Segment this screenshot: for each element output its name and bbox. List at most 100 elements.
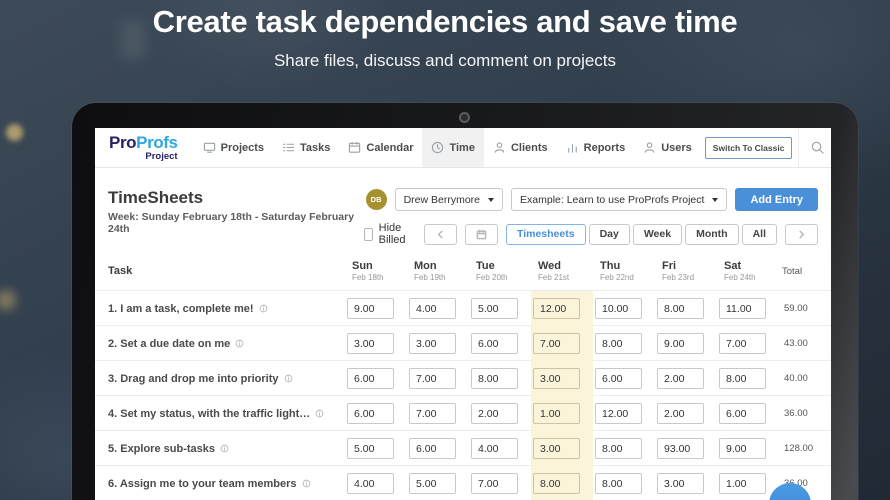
calendar-picker-button[interactable]	[465, 224, 498, 245]
day-name: Mon	[414, 260, 469, 273]
hours-cell-fri	[655, 466, 717, 500]
hours-cell-tue	[469, 431, 531, 466]
selected-user-avatar: DB	[366, 189, 387, 210]
task-name-cell: 2. Set a due date on me	[108, 338, 345, 350]
hours-input[interactable]	[657, 438, 704, 459]
view-controls-row: Hide Billed TimesheetsDayWeekMonthAll	[364, 222, 818, 246]
search-icon	[810, 140, 825, 155]
view-button-all[interactable]: All	[742, 224, 777, 245]
hours-input[interactable]	[347, 438, 394, 459]
total-column-header: Total	[779, 266, 818, 277]
task-name-cell: 4. Set my status, with the traffic light…	[108, 408, 345, 420]
hours-input[interactable]	[533, 298, 580, 319]
timesheets-controls: DB Drew Berrymore Example: Learn to use …	[364, 188, 818, 246]
hours-input[interactable]	[719, 298, 766, 319]
day-name: Wed	[538, 260, 593, 273]
hours-input[interactable]	[409, 333, 456, 354]
hours-input[interactable]	[471, 438, 518, 459]
hours-input[interactable]	[471, 298, 518, 319]
switch-to-classic-button[interactable]: Switch To Classic	[705, 137, 793, 159]
hours-cell-tue	[469, 291, 531, 326]
view-button-day[interactable]: Day	[589, 224, 630, 245]
hours-input[interactable]	[533, 473, 580, 494]
hours-cell-sun	[345, 431, 407, 466]
day-name: Tue	[476, 260, 531, 273]
proprofs-logo[interactable]: ProProfs Project	[95, 128, 188, 167]
hours-input[interactable]	[533, 438, 580, 459]
day-column-header-thu: ThuFeb 22nd	[593, 260, 655, 282]
hours-cell-sun	[345, 291, 407, 326]
logo-product-name: Project	[109, 152, 178, 162]
search-button[interactable]	[798, 128, 831, 167]
project-select[interactable]: Example: Learn to use ProProfs Project	[511, 188, 727, 211]
hours-input[interactable]	[347, 403, 394, 424]
hours-input[interactable]	[471, 473, 518, 494]
hours-input[interactable]	[595, 438, 642, 459]
hours-input[interactable]	[657, 333, 704, 354]
table-body: 1. I am a task, complete me!59.002. Set …	[95, 290, 831, 500]
hours-input[interactable]	[595, 473, 642, 494]
hours-input[interactable]	[595, 403, 642, 424]
view-button-week[interactable]: Week	[633, 224, 682, 245]
view-button-timesheets[interactable]: Timesheets	[506, 224, 586, 245]
hours-input[interactable]	[347, 368, 394, 389]
hours-input[interactable]	[595, 368, 642, 389]
hours-input[interactable]	[409, 298, 456, 319]
view-button-month[interactable]: Month	[685, 224, 739, 245]
view-button-group: TimesheetsDayWeekMonthAll	[506, 224, 777, 245]
bokeh-light	[0, 290, 16, 310]
hours-input[interactable]	[595, 298, 642, 319]
caret-down-icon	[712, 198, 718, 202]
info-icon	[220, 444, 229, 453]
task-row: 6. Assign me to your team members36.00	[95, 465, 831, 500]
hours-input[interactable]	[533, 403, 580, 424]
hours-input[interactable]	[719, 333, 766, 354]
hours-cell-wed	[531, 291, 593, 326]
nav-item-projects[interactable]: Projects	[194, 128, 273, 167]
hours-input[interactable]	[657, 473, 704, 494]
nav-item-tasks[interactable]: Tasks	[273, 128, 339, 167]
hours-input[interactable]	[657, 368, 704, 389]
info-icon	[259, 304, 268, 313]
hours-cell-mon	[407, 361, 469, 396]
hours-input[interactable]	[657, 298, 704, 319]
task-row: 5. Explore sub-tasks128.00	[95, 430, 831, 465]
hours-input[interactable]	[471, 368, 518, 389]
hide-billed-checkbox-wrap[interactable]: Hide Billed	[364, 222, 410, 246]
chevron-right-icon	[796, 229, 807, 240]
hours-input[interactable]	[471, 403, 518, 424]
hours-input[interactable]	[347, 333, 394, 354]
next-week-button[interactable]	[785, 224, 818, 245]
hours-input[interactable]	[533, 333, 580, 354]
prev-week-button[interactable]	[424, 224, 457, 245]
hours-input[interactable]	[471, 333, 518, 354]
add-entry-button[interactable]: Add Entry	[735, 188, 818, 211]
hours-input[interactable]	[719, 368, 766, 389]
hours-input[interactable]	[409, 473, 456, 494]
hours-input[interactable]	[347, 473, 394, 494]
hide-billed-checkbox[interactable]	[364, 228, 373, 241]
hours-input[interactable]	[347, 298, 394, 319]
entry-controls-row: DB Drew Berrymore Example: Learn to use …	[366, 188, 818, 211]
nav-item-calendar[interactable]: Calendar	[339, 128, 422, 167]
user-select[interactable]: Drew Berrymore	[395, 188, 503, 211]
hours-input[interactable]	[657, 403, 704, 424]
hours-cell-sun	[345, 396, 407, 431]
hours-input[interactable]	[409, 403, 456, 424]
nav-item-clients[interactable]: Clients	[484, 128, 557, 167]
hours-input[interactable]	[409, 438, 456, 459]
hours-cell-sun	[345, 466, 407, 500]
hours-cell-sat	[717, 326, 779, 361]
hours-input[interactable]	[409, 368, 456, 389]
nav-item-users[interactable]: Users	[634, 128, 701, 167]
person-icon	[643, 141, 656, 154]
hours-cell-fri	[655, 326, 717, 361]
hours-input[interactable]	[719, 438, 766, 459]
hours-input[interactable]	[719, 403, 766, 424]
hours-input[interactable]	[533, 368, 580, 389]
nav-item-time[interactable]: Time	[422, 128, 483, 167]
nav-item-reports[interactable]: Reports	[557, 128, 635, 167]
hours-input[interactable]	[595, 333, 642, 354]
row-total: 40.00	[779, 373, 818, 384]
hours-input[interactable]	[719, 473, 766, 494]
